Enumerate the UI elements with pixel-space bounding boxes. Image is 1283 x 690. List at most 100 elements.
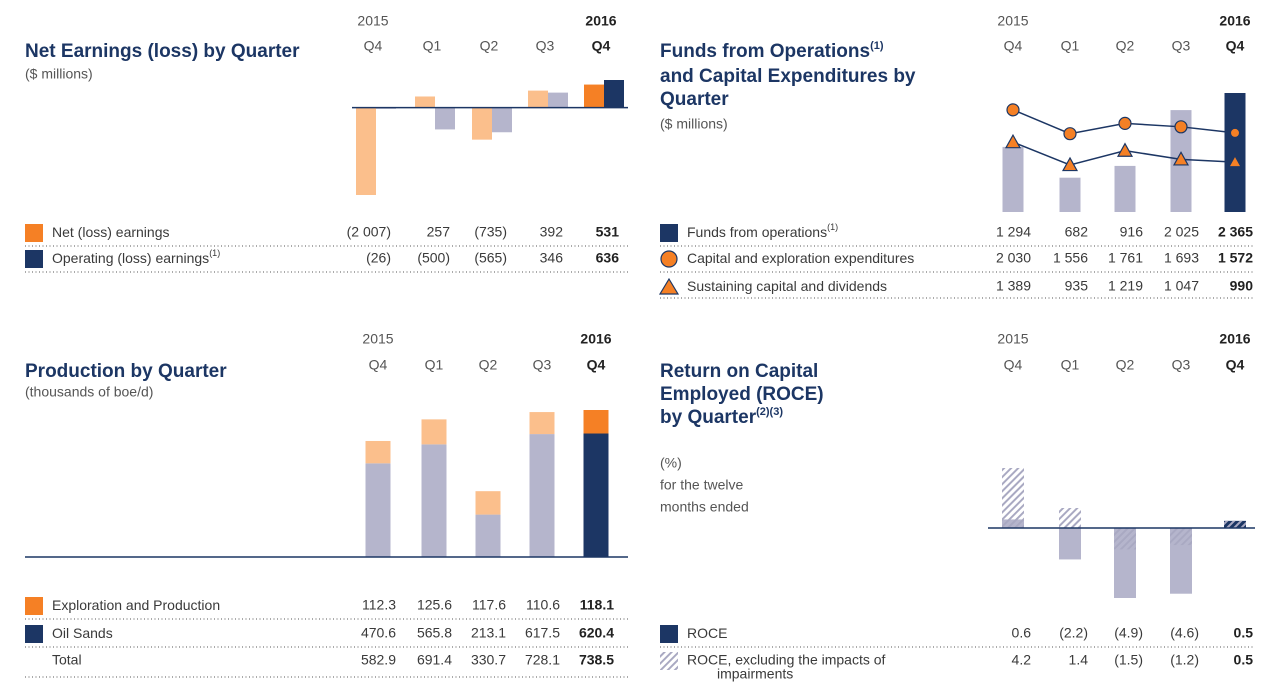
table-value: 582.9 bbox=[361, 652, 396, 668]
bar bbox=[583, 410, 609, 434]
bar bbox=[365, 463, 391, 557]
table-value: 738.5 bbox=[579, 652, 614, 668]
quarter-label: Q4 bbox=[369, 357, 388, 373]
chart-subtitle: months ended bbox=[660, 499, 749, 515]
legend-label: Funds from operations(1) bbox=[687, 222, 838, 239]
table-value: 1 556 bbox=[1053, 250, 1088, 266]
quarter-label: Q4 bbox=[1226, 357, 1245, 373]
chart-title: by Quarter(2)(3) bbox=[660, 406, 783, 428]
table-value: 257 bbox=[427, 224, 451, 240]
table-value: 1 219 bbox=[1108, 278, 1143, 294]
table-value: 0.5 bbox=[1234, 625, 1254, 641]
table-value: 682 bbox=[1065, 224, 1089, 240]
legend-swatch bbox=[25, 224, 43, 242]
bar bbox=[1059, 508, 1081, 528]
chart-subtitle: ($ millions) bbox=[660, 116, 728, 132]
quarter-label: Q1 bbox=[1061, 357, 1080, 373]
legend-swatch bbox=[658, 277, 680, 295]
quarter-label: Q4 bbox=[364, 38, 383, 54]
legend-name: Exploration and Production bbox=[52, 597, 220, 613]
bar bbox=[421, 444, 447, 557]
table-value: 392 bbox=[540, 224, 564, 240]
chart-title: Return on Capital bbox=[660, 361, 818, 382]
chart-title: Production by Quarter bbox=[25, 361, 227, 382]
table-value: (500) bbox=[417, 250, 450, 266]
marker bbox=[1174, 120, 1188, 134]
bar bbox=[1059, 177, 1081, 212]
bar bbox=[529, 434, 555, 557]
legend-swatch bbox=[25, 250, 43, 268]
bar bbox=[1170, 528, 1192, 546]
legend-name: Oil Sands bbox=[52, 625, 113, 641]
quarter-label: Q3 bbox=[1172, 38, 1191, 54]
bar bbox=[492, 107, 512, 133]
year-label: 2015 bbox=[357, 13, 388, 29]
bar bbox=[1059, 528, 1081, 560]
table-value: 125.6 bbox=[417, 597, 452, 613]
bar bbox=[435, 107, 455, 130]
bar bbox=[529, 412, 555, 435]
chart-title: and Capital Expenditures by bbox=[660, 66, 916, 87]
quarter-label: Q3 bbox=[536, 38, 555, 54]
bar bbox=[475, 491, 501, 515]
table-value: (1.2) bbox=[1170, 652, 1199, 668]
bar bbox=[415, 96, 435, 108]
title-note: (1) bbox=[870, 40, 884, 52]
quarter-label: Q2 bbox=[1116, 38, 1135, 54]
chart-subtitle: for the twelve bbox=[660, 477, 743, 493]
marker bbox=[1118, 116, 1132, 130]
bar bbox=[1224, 93, 1246, 212]
legend-swatch bbox=[660, 224, 678, 242]
bar bbox=[421, 419, 447, 445]
table-value: 1 294 bbox=[996, 224, 1031, 240]
table-value: 565.8 bbox=[417, 625, 452, 641]
table-value: 213.1 bbox=[471, 625, 506, 641]
quarter-label: Q2 bbox=[1116, 357, 1135, 373]
table-value: 1 761 bbox=[1108, 250, 1143, 266]
bar bbox=[475, 514, 501, 557]
table-value: 990 bbox=[1230, 278, 1254, 294]
bar bbox=[365, 440, 391, 464]
marker bbox=[1006, 103, 1020, 117]
title-note: (2)(3) bbox=[756, 406, 783, 418]
table-value: 0.5 bbox=[1234, 652, 1254, 668]
table-value: 728.1 bbox=[525, 652, 560, 668]
bar bbox=[583, 433, 609, 557]
table-value: (4.6) bbox=[1170, 625, 1199, 641]
table-value: (565) bbox=[474, 250, 507, 266]
quarter-label: Q4 bbox=[1004, 357, 1023, 373]
chart-title: Quarter bbox=[660, 89, 729, 110]
table-value: 4.2 bbox=[1012, 652, 1032, 668]
chart-subtitle: (%) bbox=[660, 455, 682, 471]
quarter-label: Q4 bbox=[1226, 38, 1245, 54]
title-text: by Quarter bbox=[660, 407, 757, 428]
bar bbox=[1114, 528, 1136, 550]
legend-swatch bbox=[660, 652, 678, 670]
bar bbox=[548, 92, 568, 108]
bar bbox=[356, 107, 376, 195]
quarter-label: Q2 bbox=[480, 38, 499, 54]
marker bbox=[1063, 127, 1077, 141]
legend-label: Sustaining capital and dividends bbox=[687, 278, 887, 294]
chart-title: Employed (ROCE) bbox=[660, 384, 824, 405]
table-value: (735) bbox=[474, 224, 507, 240]
marker bbox=[1172, 151, 1190, 166]
table-value: (1.5) bbox=[1114, 652, 1143, 668]
table-value: 636 bbox=[596, 250, 620, 266]
chart-title: Funds from Operations(1) bbox=[660, 40, 884, 62]
table-value: (2 007) bbox=[347, 224, 391, 240]
year-label: 2016 bbox=[1219, 331, 1250, 347]
year-label: 2016 bbox=[1219, 13, 1250, 29]
legend-label: Operating (loss) earnings(1) bbox=[52, 248, 220, 265]
table-value: (2.2) bbox=[1059, 625, 1088, 641]
table-value: 112.3 bbox=[362, 597, 396, 613]
bar bbox=[1114, 165, 1136, 212]
marker bbox=[1004, 133, 1022, 149]
legend-label: Exploration and Production bbox=[52, 597, 220, 613]
chart-subtitle: (thousands of boe/d) bbox=[25, 384, 153, 400]
quarter-label: Q1 bbox=[1061, 38, 1080, 54]
table-value: 1 389 bbox=[996, 278, 1031, 294]
bar bbox=[1224, 520, 1246, 528]
legend-label: ROCE, excluding the impacts of bbox=[687, 652, 886, 668]
marker bbox=[1230, 157, 1240, 167]
